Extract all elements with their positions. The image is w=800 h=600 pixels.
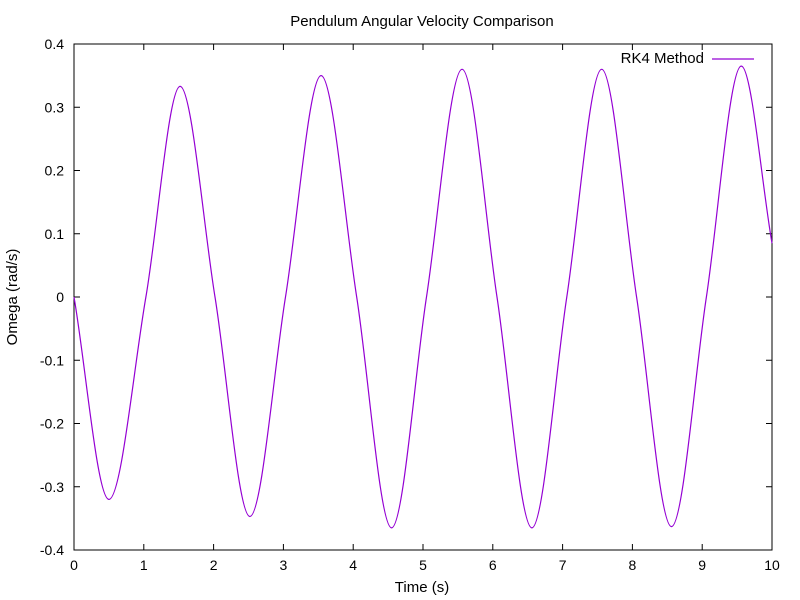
x-tick-label: 0 xyxy=(70,557,78,573)
legend: RK4 Method xyxy=(621,50,754,67)
x-tick-label: 8 xyxy=(629,557,637,573)
legend-label-rk4: RK4 Method xyxy=(621,50,704,67)
x-tick-label: 5 xyxy=(419,557,427,573)
x-tick-label: 1 xyxy=(140,557,148,573)
series-lines xyxy=(73,65,773,529)
y-tick-label: -0.2 xyxy=(40,416,64,432)
y-tick-label: 0 xyxy=(56,289,64,305)
chart-title: Pendulum Angular Velocity Comparison xyxy=(290,13,553,30)
y-tick-label: 0.2 xyxy=(45,163,65,179)
x-tick-label: 7 xyxy=(559,557,567,573)
y-tick-label: 0.1 xyxy=(45,226,65,242)
y-tick-label: 0.3 xyxy=(45,99,65,115)
tick-labels: 0 1 2 3 4 5 6 7 8 9 10 -0.4 -0.3 -0.2 -0.1 0 0.1 0.2 0.3 0.… xyxy=(40,36,780,573)
y-axis-label: Omega (rad/s) xyxy=(4,249,21,346)
x-axis-label: Time (s) xyxy=(395,579,449,596)
series-line-rk4-method xyxy=(73,65,773,529)
y-tick-label: -0.3 xyxy=(40,479,64,495)
x-tick-label: 6 xyxy=(489,557,497,573)
plot-frame xyxy=(73,43,773,551)
x-tick-label: 9 xyxy=(698,557,706,573)
y-tick-label: -0.4 xyxy=(40,542,64,558)
x-tick-label: 3 xyxy=(280,557,288,573)
x-tick-label: 4 xyxy=(349,557,357,573)
x-tick-label: 10 xyxy=(764,557,780,573)
tick-marks xyxy=(73,43,773,551)
y-tick-label: 0.4 xyxy=(45,36,65,52)
y-tick-label: -0.1 xyxy=(40,352,64,368)
x-tick-label: 2 xyxy=(210,557,218,573)
